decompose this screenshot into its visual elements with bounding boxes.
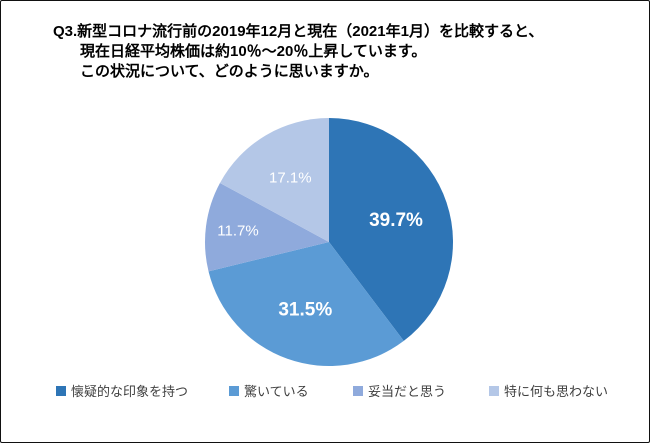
legend-item-skeptical: 懐疑的な印象を持つ — [56, 381, 188, 400]
legend-swatch-skeptical-icon — [56, 385, 66, 396]
legend-swatch-reasonable-icon — [353, 385, 363, 396]
legend-item-surprised: 驚いている — [229, 381, 309, 400]
legend-item-nothing: 特に何も思わない — [489, 381, 608, 400]
question-title: Q3.新型コロナ流行前の2019年12月と現在（2021年1月）を比較すると、 … — [53, 22, 543, 82]
legend-label-reasonable: 妥当だと思う — [368, 384, 447, 399]
pie-chart: 39.7% 31.5% 11.7% 17.1% — [205, 117, 454, 366]
pie-value-label-3: 17.1% — [269, 169, 312, 186]
pie-slice-3 — [219, 117, 329, 242]
question-title-line1: Q3.新型コロナ流行前の2019年12月と現在（2021年1月）を比較すると、 — [53, 23, 544, 40]
legend-label-skeptical: 懐疑的な印象を持つ — [71, 384, 189, 399]
legend-label-surprised: 驚いている — [244, 384, 309, 399]
legend-swatch-surprised-icon — [229, 385, 239, 396]
pie-slice-2 — [205, 182, 329, 272]
legend-item-reasonable: 妥当だと思う — [353, 381, 446, 400]
pie-slice-1 — [208, 242, 404, 366]
question-title-line2: 現在日経平均株価は約10％～20％上昇しています。 — [80, 43, 427, 60]
pie-value-label-0: 39.7% — [369, 210, 423, 231]
question-title-line3: この状況について、どのように思いますか。 — [80, 63, 379, 80]
legend-swatch-nothing-icon — [489, 385, 499, 396]
pie-slice-0 — [329, 118, 454, 341]
legend-label-nothing: 特に何も思わない — [504, 384, 609, 399]
pie-value-label-1: 31.5% — [278, 299, 332, 320]
pie-value-label-2: 11.7% — [217, 222, 258, 239]
